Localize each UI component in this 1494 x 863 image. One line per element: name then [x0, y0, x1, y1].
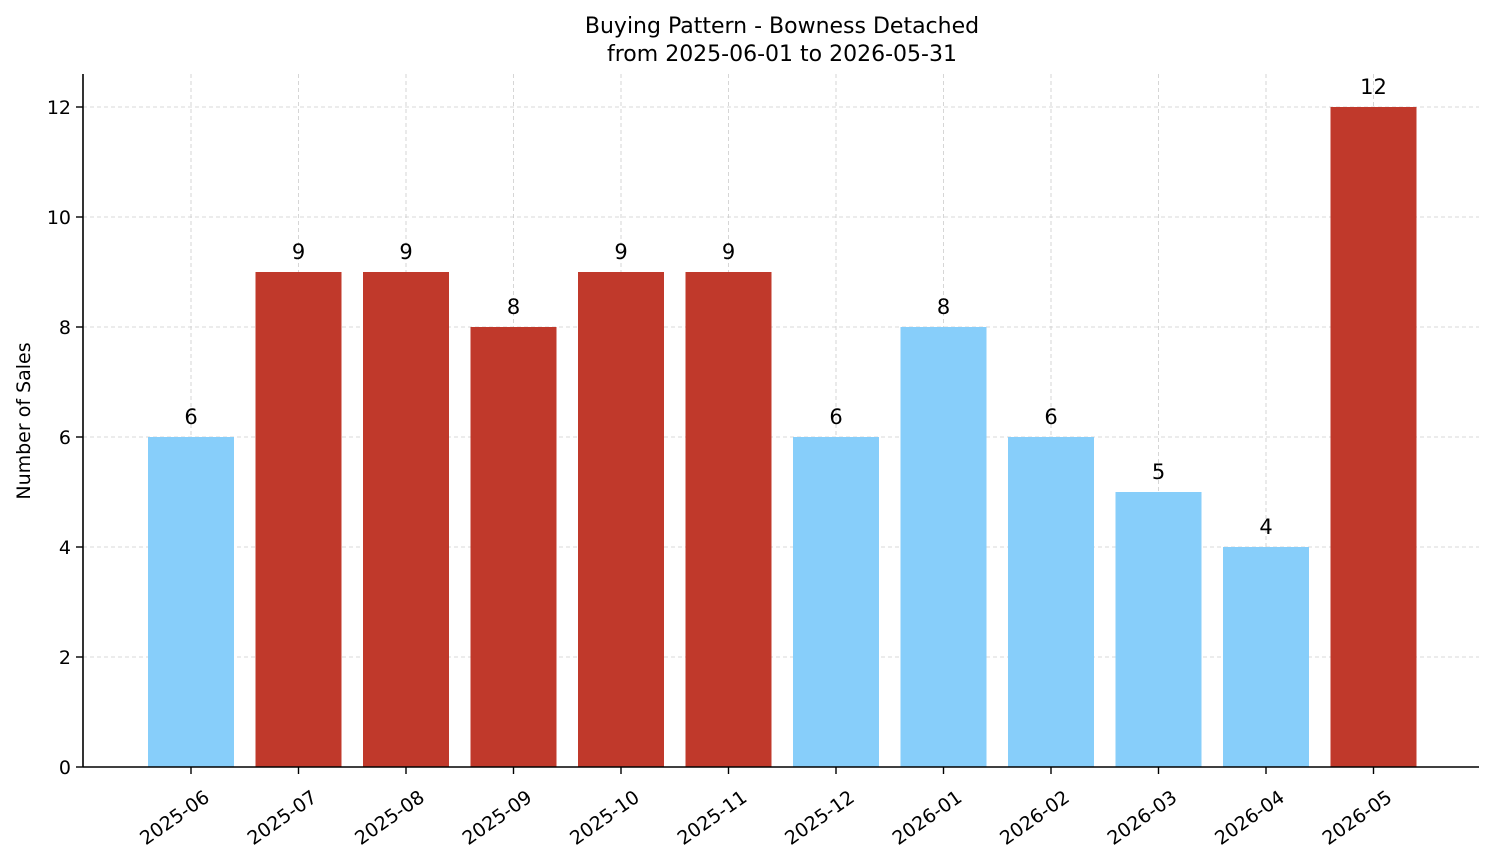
y-tick-label: 0 [59, 757, 71, 779]
bar-2025-09 [470, 327, 557, 767]
y-tick-label: 8 [59, 317, 71, 339]
bar-value-label: 6 [1044, 405, 1057, 429]
x-tick-label: 2025-07 [244, 786, 322, 850]
bar-2026-03 [1115, 492, 1202, 767]
x-tick-label: 2026-05 [1319, 786, 1397, 850]
bar-value-label: 8 [507, 295, 520, 319]
y-axis-label: Number of Sales [13, 342, 35, 499]
x-tick-label: 2025-10 [566, 786, 644, 850]
y-tick-label: 6 [59, 427, 71, 449]
bar-value-label: 4 [1259, 515, 1272, 539]
bar-value-label: 9 [722, 240, 735, 264]
bar-2026-04 [1223, 547, 1309, 767]
x-tick-label: 2025-09 [459, 786, 537, 850]
bar-2026-05 [1330, 107, 1417, 767]
bar-value-label: 9 [399, 240, 412, 264]
bar-2026-02 [1008, 437, 1094, 767]
y-tick-label: 10 [47, 207, 71, 229]
bar-value-label: 9 [614, 240, 627, 264]
x-tick-label: 2025-12 [781, 786, 859, 850]
x-tick-label: 2025-06 [136, 786, 214, 850]
bar-2026-01 [900, 327, 987, 767]
x-tick-label: 2026-03 [1104, 786, 1182, 850]
bar-value-label: 5 [1152, 460, 1165, 484]
x-tick-label: 2026-04 [1211, 786, 1289, 850]
bar-label-layer: 6 9 9 8 9 9 6 8 6 5 4 12 [184, 75, 1387, 539]
bar-2025-10 [578, 272, 664, 767]
bar-2025-06 [148, 437, 234, 767]
bar-2025-08 [363, 272, 449, 767]
x-tick-label: 2025-11 [674, 786, 752, 850]
bar-2025-07 [255, 272, 342, 767]
y-tick-label: 4 [59, 537, 71, 559]
y-tick-label: 2 [59, 647, 71, 669]
bar-2025-12 [793, 437, 879, 767]
bar-value-label: 8 [937, 295, 950, 319]
bar-layer [148, 107, 1417, 767]
bar-value-label: 6 [184, 405, 197, 429]
x-tick-label: 2026-02 [996, 786, 1074, 850]
bar-value-label: 12 [1360, 75, 1387, 99]
chart-subtitle: from 2025-06-01 to 2026-05-31 [607, 42, 957, 67]
bar-value-label: 6 [829, 405, 842, 429]
chart-title: Buying Pattern - Bowness Detached [585, 14, 979, 39]
x-tick-label: 2026-01 [889, 786, 967, 850]
bar-2025-11 [685, 272, 772, 767]
y-tick-label: 12 [47, 97, 71, 119]
bar-value-label: 9 [292, 240, 305, 264]
x-tick-label: 2025-08 [351, 786, 429, 850]
